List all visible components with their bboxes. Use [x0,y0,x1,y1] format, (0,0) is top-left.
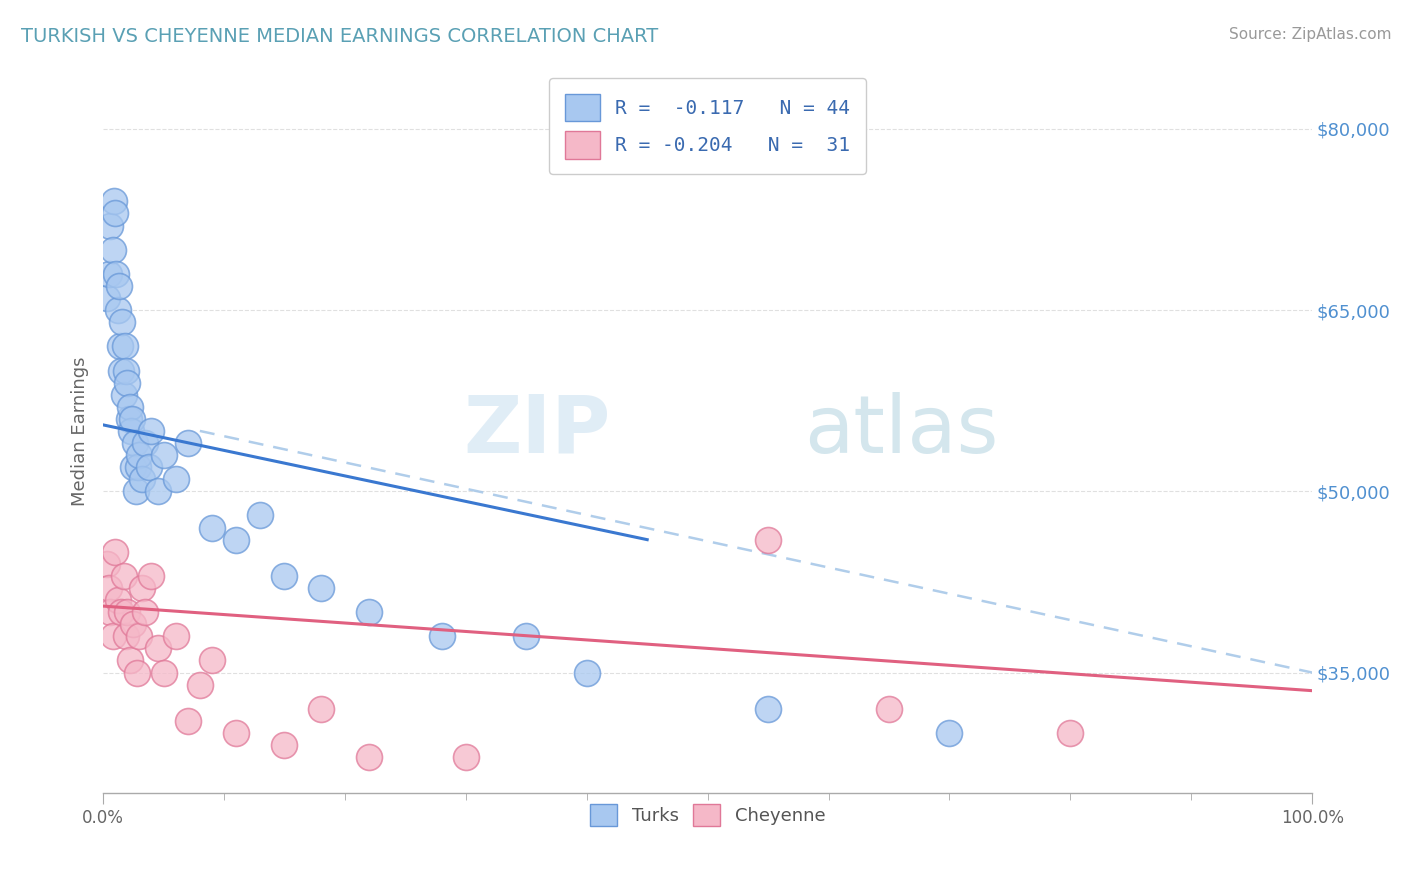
Point [96,291,118,305]
Point [188,678,211,692]
Text: atlas: atlas [804,392,998,470]
Text: ZIP: ZIP [464,392,612,470]
Point [122,460,145,475]
Legend: Turks, Cheyenne: Turks, Cheyenne [581,795,834,835]
Point [430,629,453,643]
Point [152,665,174,680]
Point [117,376,139,390]
Point [117,605,139,619]
Point [125,665,148,680]
Text: TURKISH VS CHEYENNE MEDIAN EARNINGS CORRELATION CHART: TURKISH VS CHEYENNE MEDIAN EARNINGS CORR… [21,27,658,45]
Point [134,605,156,619]
Point [146,641,169,656]
Point [110,363,132,377]
Point [100,605,122,619]
Point [938,726,960,740]
Point [112,387,135,401]
Point [101,629,124,643]
Point [134,436,156,450]
Point [201,653,224,667]
Point [249,508,271,523]
Point [118,653,141,667]
Point [128,448,150,462]
Point [110,605,132,619]
Point [112,569,135,583]
Point [105,267,128,281]
Point [454,750,477,764]
Point [359,605,381,619]
Point [120,424,142,438]
Point [104,545,127,559]
Point [177,436,200,450]
Point [201,520,224,534]
Point [1059,726,1081,740]
Y-axis label: Median Earnings: Median Earnings [72,356,89,506]
Point [128,629,150,643]
Point [117,412,139,426]
Point [115,363,138,377]
Point [225,533,247,547]
Point [127,460,149,475]
Point [225,726,247,740]
Text: Source: ZipAtlas.com: Source: ZipAtlas.com [1229,27,1392,42]
Point [177,714,200,728]
Point [108,279,131,293]
Point [146,484,169,499]
Point [100,219,122,233]
Point [114,339,136,353]
Point [115,629,138,643]
Point [273,738,295,752]
Point [877,702,900,716]
Point [141,569,163,583]
Point [131,472,153,486]
Point [756,533,779,547]
Point [756,702,779,716]
Point [122,617,145,632]
Point [108,339,131,353]
Point [96,557,118,571]
Point [138,460,160,475]
Point [309,581,332,595]
Point [98,267,121,281]
Point [107,593,129,607]
Point [165,629,187,643]
Point [141,424,163,438]
Point [101,243,124,257]
Point [104,206,127,220]
Point [124,436,146,450]
Point [152,448,174,462]
Point [98,581,121,595]
Point [107,303,129,318]
Point [111,315,134,329]
Point [131,581,153,595]
Point [309,702,332,716]
Point [121,412,143,426]
Point [515,629,537,643]
Point [165,472,187,486]
Point [273,569,295,583]
Point [575,665,598,680]
Point [118,400,141,414]
Point [359,750,381,764]
Point [125,484,148,499]
Point [103,194,125,209]
